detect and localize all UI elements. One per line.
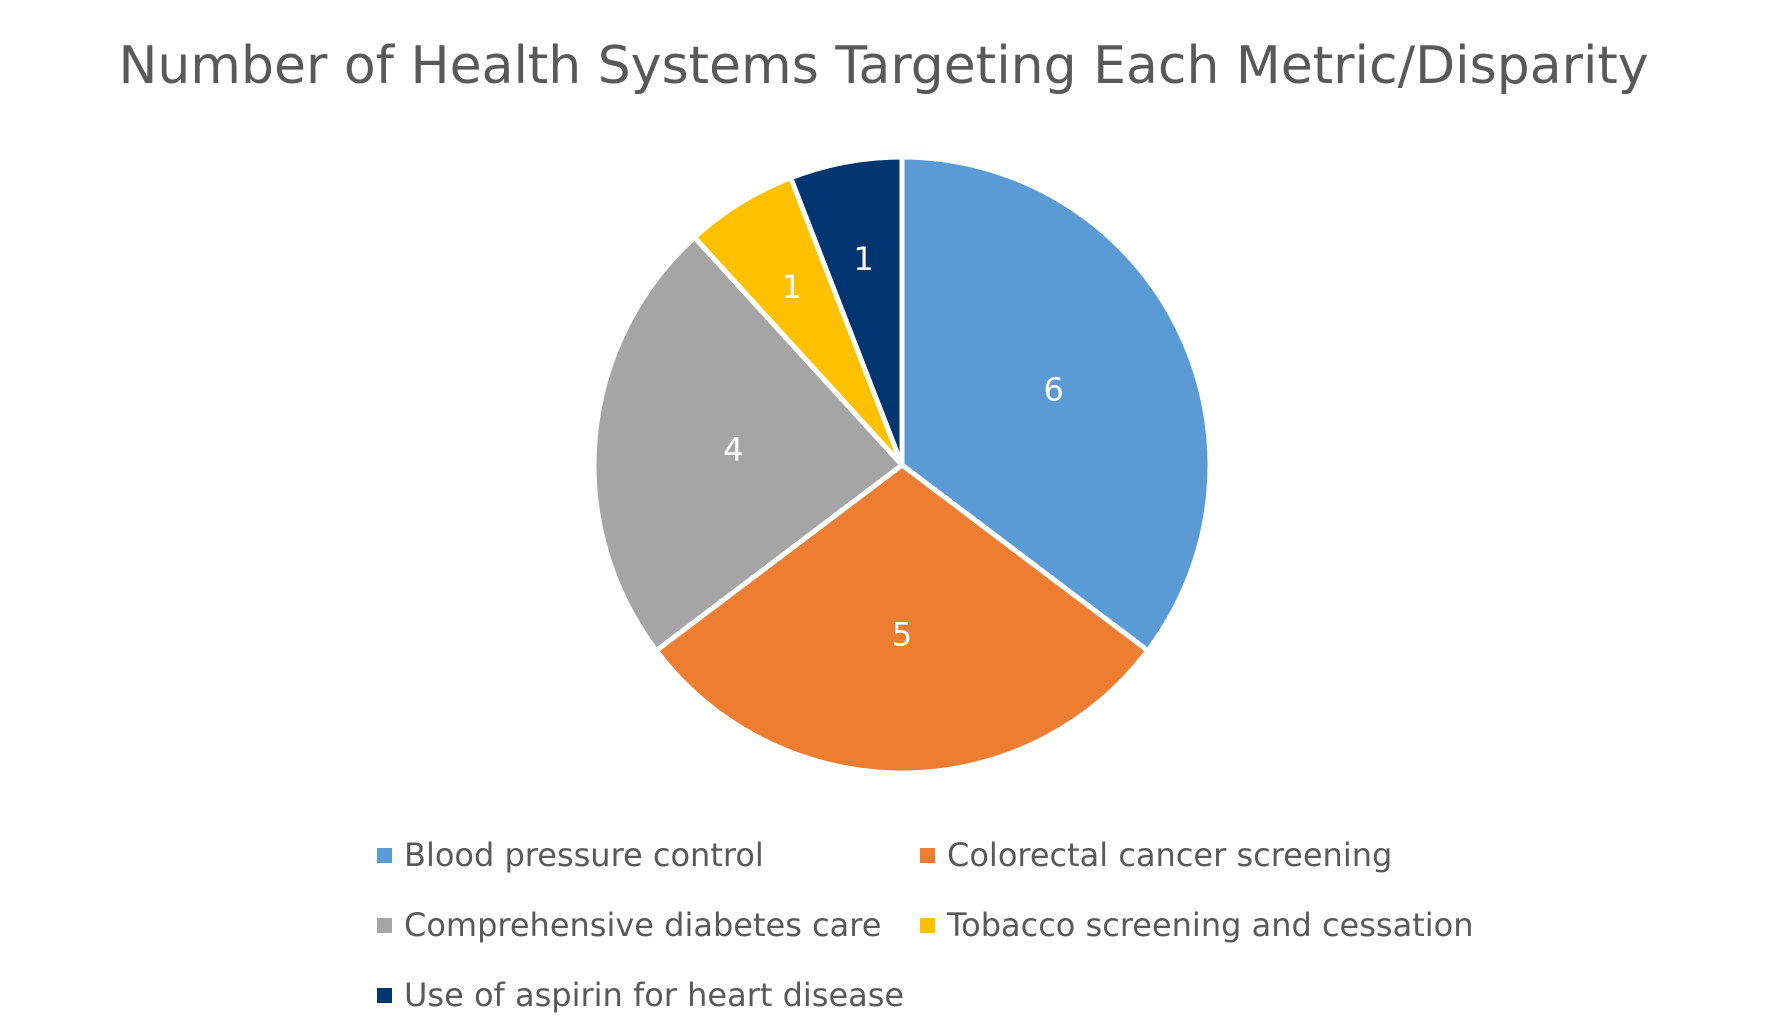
- legend-item-comprehensive-diabetes-care: Comprehensive diabetes care: [377, 906, 881, 944]
- pie-slice-blood-pressure-control: [899, 154, 1213, 654]
- legend-item-tobacco-screening-and-cessation: Tobacco screening and cessation: [920, 906, 1473, 944]
- data-label-comprehensive-diabetes-care: 4: [723, 430, 743, 468]
- legend-item-blood-pressure-control: Blood pressure control: [377, 836, 764, 874]
- legend-label-tobacco-screening-and-cessation: Tobacco screening and cessation: [947, 906, 1474, 944]
- legend-label-blood-pressure-control: Blood pressure control: [404, 836, 764, 874]
- legend-swatch-blood-pressure-control: [377, 847, 392, 863]
- legend-swatch-colorectal-cancer-screening: [920, 847, 935, 863]
- legend-label-comprehensive-diabetes-care: Comprehensive diabetes care: [404, 906, 882, 944]
- chart-title: Number of Health Systems Targeting Each …: [118, 36, 1649, 96]
- legend-label-colorectal-cancer-screening: Colorectal cancer screening: [947, 836, 1393, 874]
- legend-swatch-tobacco-screening-and-cessation: [920, 917, 935, 933]
- data-label-use-of-aspirin-for-heart-disease: 1: [853, 240, 873, 278]
- data-label-tobacco-screening-and-cessation: 1: [782, 268, 802, 306]
- data-label-blood-pressure-control: 6: [1043, 370, 1063, 408]
- pie-slice-comprehensive-diabetes-care: [591, 234, 905, 654]
- legend-label-use-of-aspirin-for-heart-disease: Use of aspirin for heart disease: [404, 976, 905, 1014]
- data-label-colorectal-cancer-screening: 5: [892, 615, 912, 653]
- legend-swatch-use-of-aspirin-for-heart-disease: [377, 987, 392, 1003]
- legend-swatch-comprehensive-diabetes-care: [377, 917, 392, 933]
- pie-slice-use-of-aspirin-for-heart-disease: [788, 154, 905, 468]
- pie-slice-colorectal-cancer-screening: [653, 462, 1151, 776]
- legend-item-colorectal-cancer-screening: Colorectal cancer screening: [920, 836, 1392, 874]
- legend-item-use-of-aspirin-for-heart-disease: Use of aspirin for heart disease: [377, 976, 904, 1014]
